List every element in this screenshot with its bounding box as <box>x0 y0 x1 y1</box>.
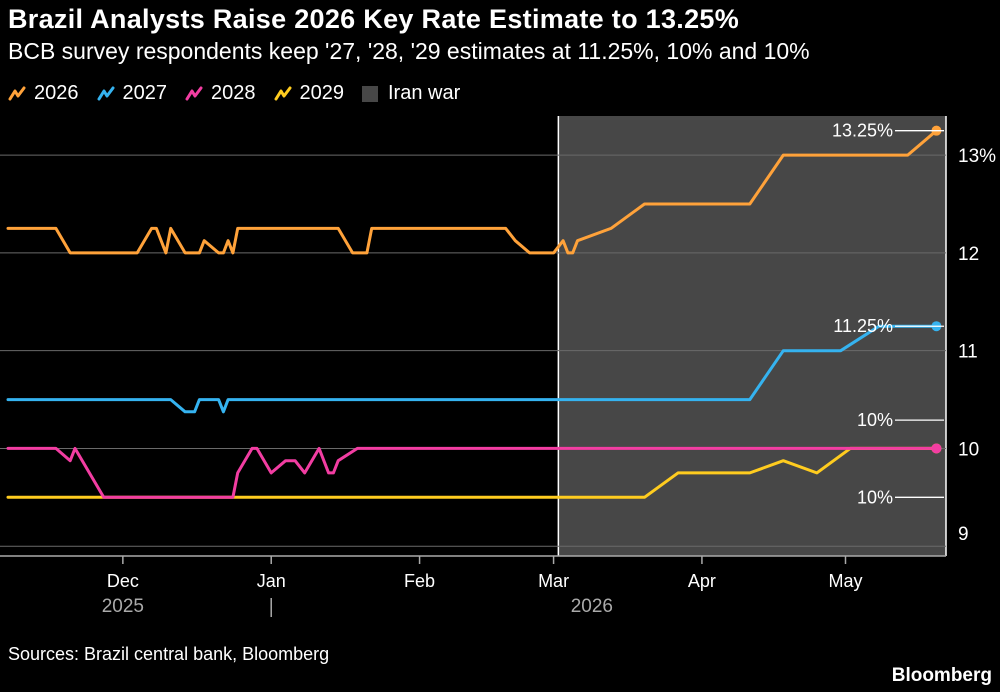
x-tick-label-mar: Mar <box>538 571 569 591</box>
series-end-marker-2028 <box>931 443 942 454</box>
y-tick-label-11: 11 <box>958 342 978 363</box>
y-tick-label-13: 13% <box>958 146 996 167</box>
x-tick-label-apr: Apr <box>688 571 716 591</box>
legend-item-iran-war: Iran war <box>362 82 460 105</box>
x-tick-label-feb: Feb <box>404 571 435 591</box>
series-end-label-2027: 11.25% <box>833 316 893 336</box>
bloomberg-logo: Bloomberg <box>891 665 992 686</box>
shaded-region-iran-war <box>558 116 946 556</box>
legend-label-iran-war: Iran war <box>388 82 461 104</box>
x-tick-label-dec: Dec <box>107 571 139 591</box>
series-end-label-2026: 13.25% <box>832 121 893 141</box>
legend-swatch-2028 <box>185 86 203 100</box>
series-line-2027 <box>6 324 938 414</box>
legend-item-2026: 2026 <box>8 82 79 105</box>
x-tick-label-jan: Jan <box>257 571 286 591</box>
legend-swatch-2027 <box>97 86 114 100</box>
series-line-2028 <box>6 446 938 499</box>
legend-item-2029: 2029 <box>274 82 345 105</box>
legend-swatch-2026 <box>8 86 26 100</box>
y-tick-label-12: 12 <box>958 244 979 265</box>
legend-swatch-2029 <box>274 86 291 100</box>
x-year-label-2026: 2026 <box>571 596 613 617</box>
chart-subtitle: BCB survey respondents keep '27, '28, '2… <box>8 38 810 64</box>
series-end-label-2028: 10% <box>857 410 893 430</box>
legend-label-2026: 2026 <box>34 82 79 104</box>
legend-item-2027: 2027 <box>97 82 168 105</box>
series-line-2029 <box>6 446 938 499</box>
series-line-2026 <box>6 129 938 255</box>
legend-label-2029: 2029 <box>299 82 345 104</box>
x-year-label-2025: 2025 <box>102 596 144 617</box>
line-chart: 9 10 11 12 13% Dec Jan Feb Mar Apr May 2025 2026 10… <box>0 116 996 617</box>
legend-swatch-iran-war <box>362 85 378 102</box>
chart-legend: 2026 2027 2028 2029 Iran war <box>8 82 478 105</box>
legend-item-2028: 2028 <box>185 82 256 105</box>
source-note: Sources: Brazil central bank, Bloomberg <box>8 644 330 664</box>
y-tick-label-9: 9 <box>958 524 969 545</box>
legend-label-2028: 2028 <box>211 82 256 104</box>
series-end-label-2029: 10% <box>857 487 893 507</box>
legend-label-2027: 2027 <box>122 82 168 104</box>
y-tick-label-10: 10 <box>958 439 979 460</box>
chart-title: Brazil Analysts Raise 2026 Key Rate Esti… <box>8 4 740 34</box>
x-tick-label-may: May <box>828 571 862 591</box>
